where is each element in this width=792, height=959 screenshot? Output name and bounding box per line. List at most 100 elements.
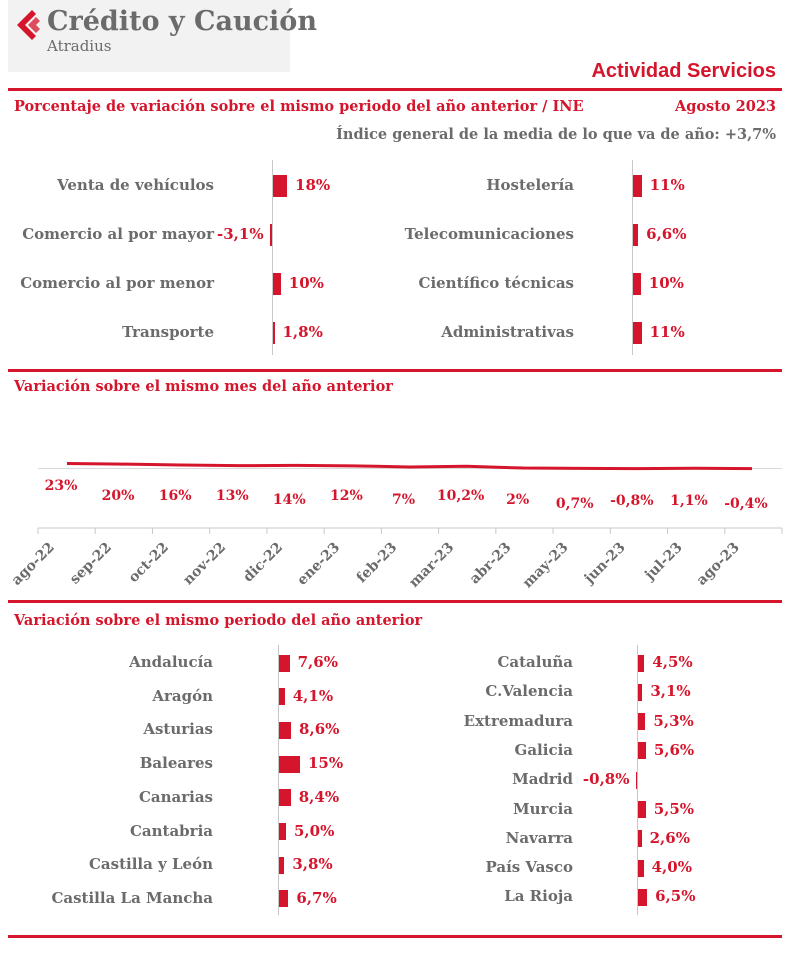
bar-category-label: Madrid — [512, 770, 573, 789]
bar-category-label: C.Valencia — [485, 682, 573, 701]
bar-category-label: Canarias — [138, 787, 213, 806]
data-label: -0,4% — [724, 496, 767, 512]
bar-value-label: 11% — [649, 176, 685, 194]
bar — [638, 888, 648, 906]
bar — [279, 823, 286, 840]
bar-category-label: Transporte — [122, 323, 214, 341]
bar-category-label: Murcia — [513, 799, 573, 818]
bar-category-label: Asturias — [143, 720, 213, 739]
general-index: Índice general de la media de lo que va … — [336, 126, 776, 143]
header-rule — [8, 88, 782, 91]
bar-value-label: 6,5% — [655, 887, 696, 906]
data-label: 10,2% — [437, 488, 484, 504]
bar-value-label: 3,8% — [292, 855, 333, 874]
bar — [638, 683, 643, 701]
bar-category-label: Hostelería — [486, 176, 574, 194]
bar-value-label: 7,6% — [297, 653, 338, 671]
brand-logo-icon — [17, 10, 40, 40]
bar-value-label: 1,8% — [282, 323, 323, 341]
x-tick-label: ago-23 — [694, 540, 743, 589]
bar — [279, 721, 292, 739]
x-tick-label: ago-22 — [9, 540, 58, 589]
bar-category-label: Galicia — [514, 740, 573, 759]
monthly-line-chart: 23% 20% 16% 13% 14% 12% 7% 10,2% 2% 0,7% -0,8% 1,1%… — [9, 461, 783, 592]
x-tick-label: abr-23 — [467, 540, 515, 588]
data-label: 1,1% — [670, 493, 708, 509]
bar-value-label: 10% — [648, 274, 684, 292]
page-title: Actividad Servicios — [591, 60, 776, 82]
bar — [279, 688, 285, 706]
bar-category-label: Telecomunicaciones — [404, 225, 574, 243]
x-tick-label: may-23 — [520, 540, 572, 592]
report-date: Agosto 2023 — [675, 98, 776, 115]
section-rule-1 — [8, 369, 782, 372]
series-line — [66, 461, 753, 471]
regions-title: Variación sobre el mismo periodo del año… — [14, 612, 423, 629]
bar-axis — [272, 160, 273, 355]
bar-value-label: 5,3% — [653, 711, 694, 730]
bar — [633, 175, 642, 197]
bar-value-label: 8,4% — [298, 787, 340, 806]
section-rule-2 — [8, 600, 782, 603]
bar-value-label: 18% — [295, 176, 331, 194]
x-tick-label: mar-23 — [406, 540, 457, 591]
bar-value-label: 4,0% — [651, 858, 692, 877]
bar — [638, 654, 645, 672]
bar-value-label: 5,6% — [653, 740, 695, 759]
bar — [279, 789, 291, 807]
data-label: 7% — [392, 492, 415, 508]
bar-category-label: Castilla y León — [88, 855, 213, 874]
bar-category-label: La Rioja — [504, 887, 573, 906]
bar-category-label: Científico técnicas — [418, 274, 575, 292]
bar-category-label: Castilla La Mancha — [51, 888, 213, 907]
bar-category-label: Andalucía — [129, 653, 213, 671]
data-label: 20% — [102, 488, 135, 504]
bar — [633, 322, 642, 344]
bar-category-label: Aragón — [152, 686, 213, 705]
general-index-label: Índice general de la media de lo que va … — [336, 126, 720, 143]
data-label: 12% — [330, 488, 363, 504]
bar-category-label: Cantabria — [129, 821, 213, 840]
logo-background — [8, 0, 290, 72]
x-tick-label: jun-23 — [580, 540, 629, 589]
bar-category-label: Navarra — [505, 828, 573, 847]
bar-value-label: 11% — [649, 323, 685, 341]
bar-value-label: 5,0% — [294, 821, 335, 840]
bar — [279, 856, 285, 874]
bar — [633, 273, 641, 295]
sectors-subtitle: Porcentaje de variación sobre el mismo p… — [14, 98, 584, 115]
bar — [633, 224, 639, 246]
x-tick-label: ene-23 — [294, 540, 343, 589]
bar-value-label: 4,5% — [652, 653, 693, 671]
bar-category-label: Extremadura — [463, 711, 573, 730]
bar-axis — [632, 160, 633, 355]
bar-value-label: 6,6% — [646, 225, 687, 243]
bar — [269, 224, 272, 246]
data-label: 2% — [506, 492, 529, 508]
bar-category-label: Venta de vehículos — [57, 176, 214, 194]
bar — [279, 755, 300, 773]
data-label: 14% — [273, 492, 306, 508]
monthly-title: Variación sobre el mismo mes del año ant… — [14, 378, 393, 395]
bar-value-label: 10% — [288, 274, 324, 292]
data-label: 23% — [45, 478, 78, 494]
bar-axis — [637, 645, 638, 915]
bar-value-label: -0,8% — [582, 770, 630, 789]
bar — [273, 322, 275, 344]
bar — [638, 713, 646, 731]
bar — [279, 654, 290, 672]
bar-value-label: 5,5% — [653, 799, 695, 818]
bar — [638, 859, 644, 877]
x-tick-label: sep-22 — [67, 540, 115, 588]
brand-name: Crédito y Caución — [47, 6, 317, 37]
data-label: -0,8% — [610, 493, 653, 509]
bar-category-label: Comercio al por mayor — [22, 225, 214, 243]
bar-value-label: 3,1% — [650, 682, 691, 701]
brand-sub: Atradius — [47, 37, 112, 55]
bar-value-label: 6,7% — [296, 888, 337, 907]
bar — [638, 742, 646, 760]
footer-rule — [8, 935, 782, 938]
bar — [273, 273, 281, 295]
bar-value-label: 2,6% — [649, 828, 690, 847]
data-label: 13% — [216, 488, 249, 504]
